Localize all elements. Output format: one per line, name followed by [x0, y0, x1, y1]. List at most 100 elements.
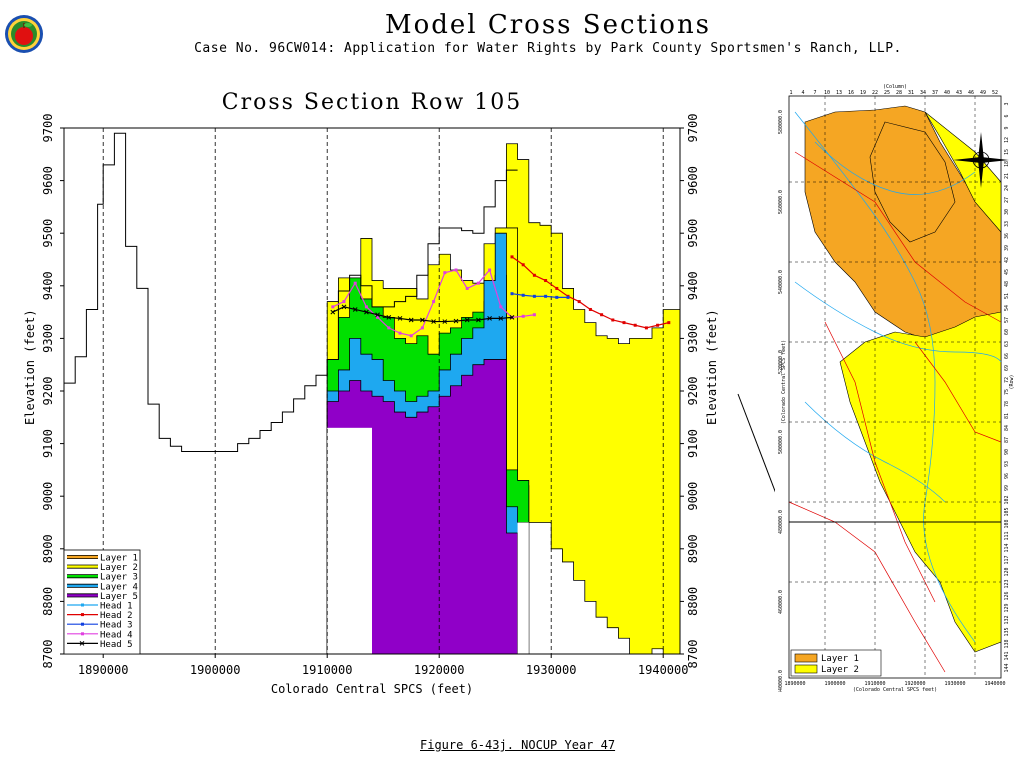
head5-point [453, 318, 459, 324]
head5-point [431, 319, 436, 324]
map-row-tick: 21 [1004, 173, 1010, 179]
legend-label: Head 5 [100, 640, 133, 650]
map-column-tick: 37 [932, 90, 938, 96]
head4-point [443, 271, 447, 275]
legend-marker [81, 622, 84, 626]
map-row-tick: 30 [1004, 209, 1010, 215]
map-column-tick: 46 [968, 90, 974, 96]
x-tick-label: 1890000 [78, 663, 129, 677]
map-column-tick: 52 [992, 90, 998, 96]
page-subtitle: Case No. 96CW014: Application for Water … [194, 41, 902, 56]
map-column-tick: 16 [848, 90, 854, 96]
head2-point [532, 273, 536, 277]
y-tick-label: 9000 [686, 482, 700, 511]
head4-point [476, 281, 480, 285]
map-y-tick: 460000.0 [778, 590, 784, 614]
map-column-tick: 28 [896, 90, 902, 96]
layer5-area [326, 359, 518, 654]
legend-marker [79, 641, 85, 646]
legend-label: Layer 4 [100, 582, 138, 592]
y-tick-label: 9200 [686, 377, 700, 406]
head2-point [622, 321, 626, 325]
map-row-tick: 66 [1004, 353, 1010, 359]
legend-marker [81, 603, 84, 607]
map-row-tick: 144 [1004, 663, 1010, 672]
map-x-label: (Colorado Central SPCS feet) [853, 687, 937, 692]
legend-label: Layer 2 [100, 563, 138, 573]
map-row-tick: 72 [1004, 377, 1010, 383]
x-tick-label: 1910000 [302, 663, 353, 677]
y-tick-label: 8900 [41, 534, 55, 563]
y-tick-label: 9500 [686, 219, 700, 248]
map-x-tick: 1890000 [784, 681, 805, 687]
map-column-tick: 4 [801, 90, 804, 96]
head5-point [509, 315, 515, 320]
map-row-tick: 90 [1004, 449, 1010, 455]
head5-point [397, 316, 403, 321]
y-tick-label: 9300 [686, 324, 700, 353]
head5-point [442, 319, 448, 324]
map-row-tick: 39 [1004, 245, 1010, 251]
y-tick-label: 9700 [686, 114, 700, 143]
map-x-tick: 1900000 [824, 681, 845, 687]
map-row-tick: 15 [1004, 149, 1010, 155]
legend-label: Head 4 [100, 630, 133, 640]
map-road [914, 341, 1002, 443]
map-row-tick: 48 [1004, 281, 1010, 287]
map-y-label: (Colorado Central SPCS feet) [781, 340, 787, 424]
head2-point [544, 279, 548, 283]
map-column-tick: 7 [813, 90, 816, 96]
head5-point [487, 316, 492, 321]
map-row-tick: 129 [1004, 603, 1010, 612]
map-row-tick: 126 [1004, 591, 1010, 600]
map-column-tick: 19 [860, 90, 866, 96]
head4-point [532, 313, 536, 317]
legend-label: Head 3 [100, 621, 133, 631]
head4-point [342, 300, 346, 304]
x-tick-label: 1900000 [190, 663, 241, 677]
map-column-tick: 43 [956, 90, 962, 96]
head4-point [454, 268, 458, 272]
map-column-tick: 34 [920, 90, 926, 96]
head5-point [352, 307, 358, 312]
map-column-tick: 40 [944, 90, 950, 96]
head5-point [341, 304, 347, 310]
north-arrow-icon [953, 132, 1009, 188]
map-row-tick: 114 [1004, 543, 1010, 552]
head2-point [600, 313, 604, 317]
bedrock-gap-2 [517, 522, 529, 654]
head5-point [464, 317, 470, 323]
head3-point [510, 292, 514, 296]
map-row-tick: 99 [1004, 485, 1010, 491]
map-column-tick: 25 [884, 90, 890, 96]
map-row-tick: 123 [1004, 579, 1010, 588]
map-row-tick: 9 [1004, 126, 1010, 129]
map-row-tick: 63 [1004, 341, 1010, 347]
inset-map: (Column) 1 4 7 10 13 16 19 22 25 28 31 34 37 40 43 46 49 5… [775, 82, 1015, 692]
map-row-tick: 96 [1004, 473, 1010, 479]
map-row-tick: 117 [1004, 555, 1010, 564]
map-row-tick: 93 [1004, 461, 1010, 467]
map-river [814, 141, 976, 195]
map-row-tick: 51 [1004, 293, 1010, 299]
head3-point [544, 294, 548, 298]
map-y-tick: 540000.0 [778, 270, 784, 294]
y-tick-label: 9100 [686, 429, 700, 458]
head5-point [364, 309, 369, 315]
map-legend-swatch [794, 653, 818, 663]
map-row-tick: 24 [1004, 185, 1010, 191]
apple-seal-logo [5, 15, 43, 53]
map-column-tick: 31 [908, 90, 914, 96]
map-layer2-region [839, 111, 1002, 653]
map-row-tick: 18 [1004, 161, 1010, 167]
y-tick-label: 8700 [686, 640, 700, 669]
map-y-tick: 480000.0 [778, 510, 784, 534]
legend-marker [81, 613, 84, 617]
legend-marker [81, 632, 84, 636]
legend-label: Layer 3 [100, 573, 138, 583]
x-tick-label: 1920000 [414, 663, 465, 677]
head4-point [398, 331, 402, 335]
map-layer1-core [869, 121, 956, 243]
